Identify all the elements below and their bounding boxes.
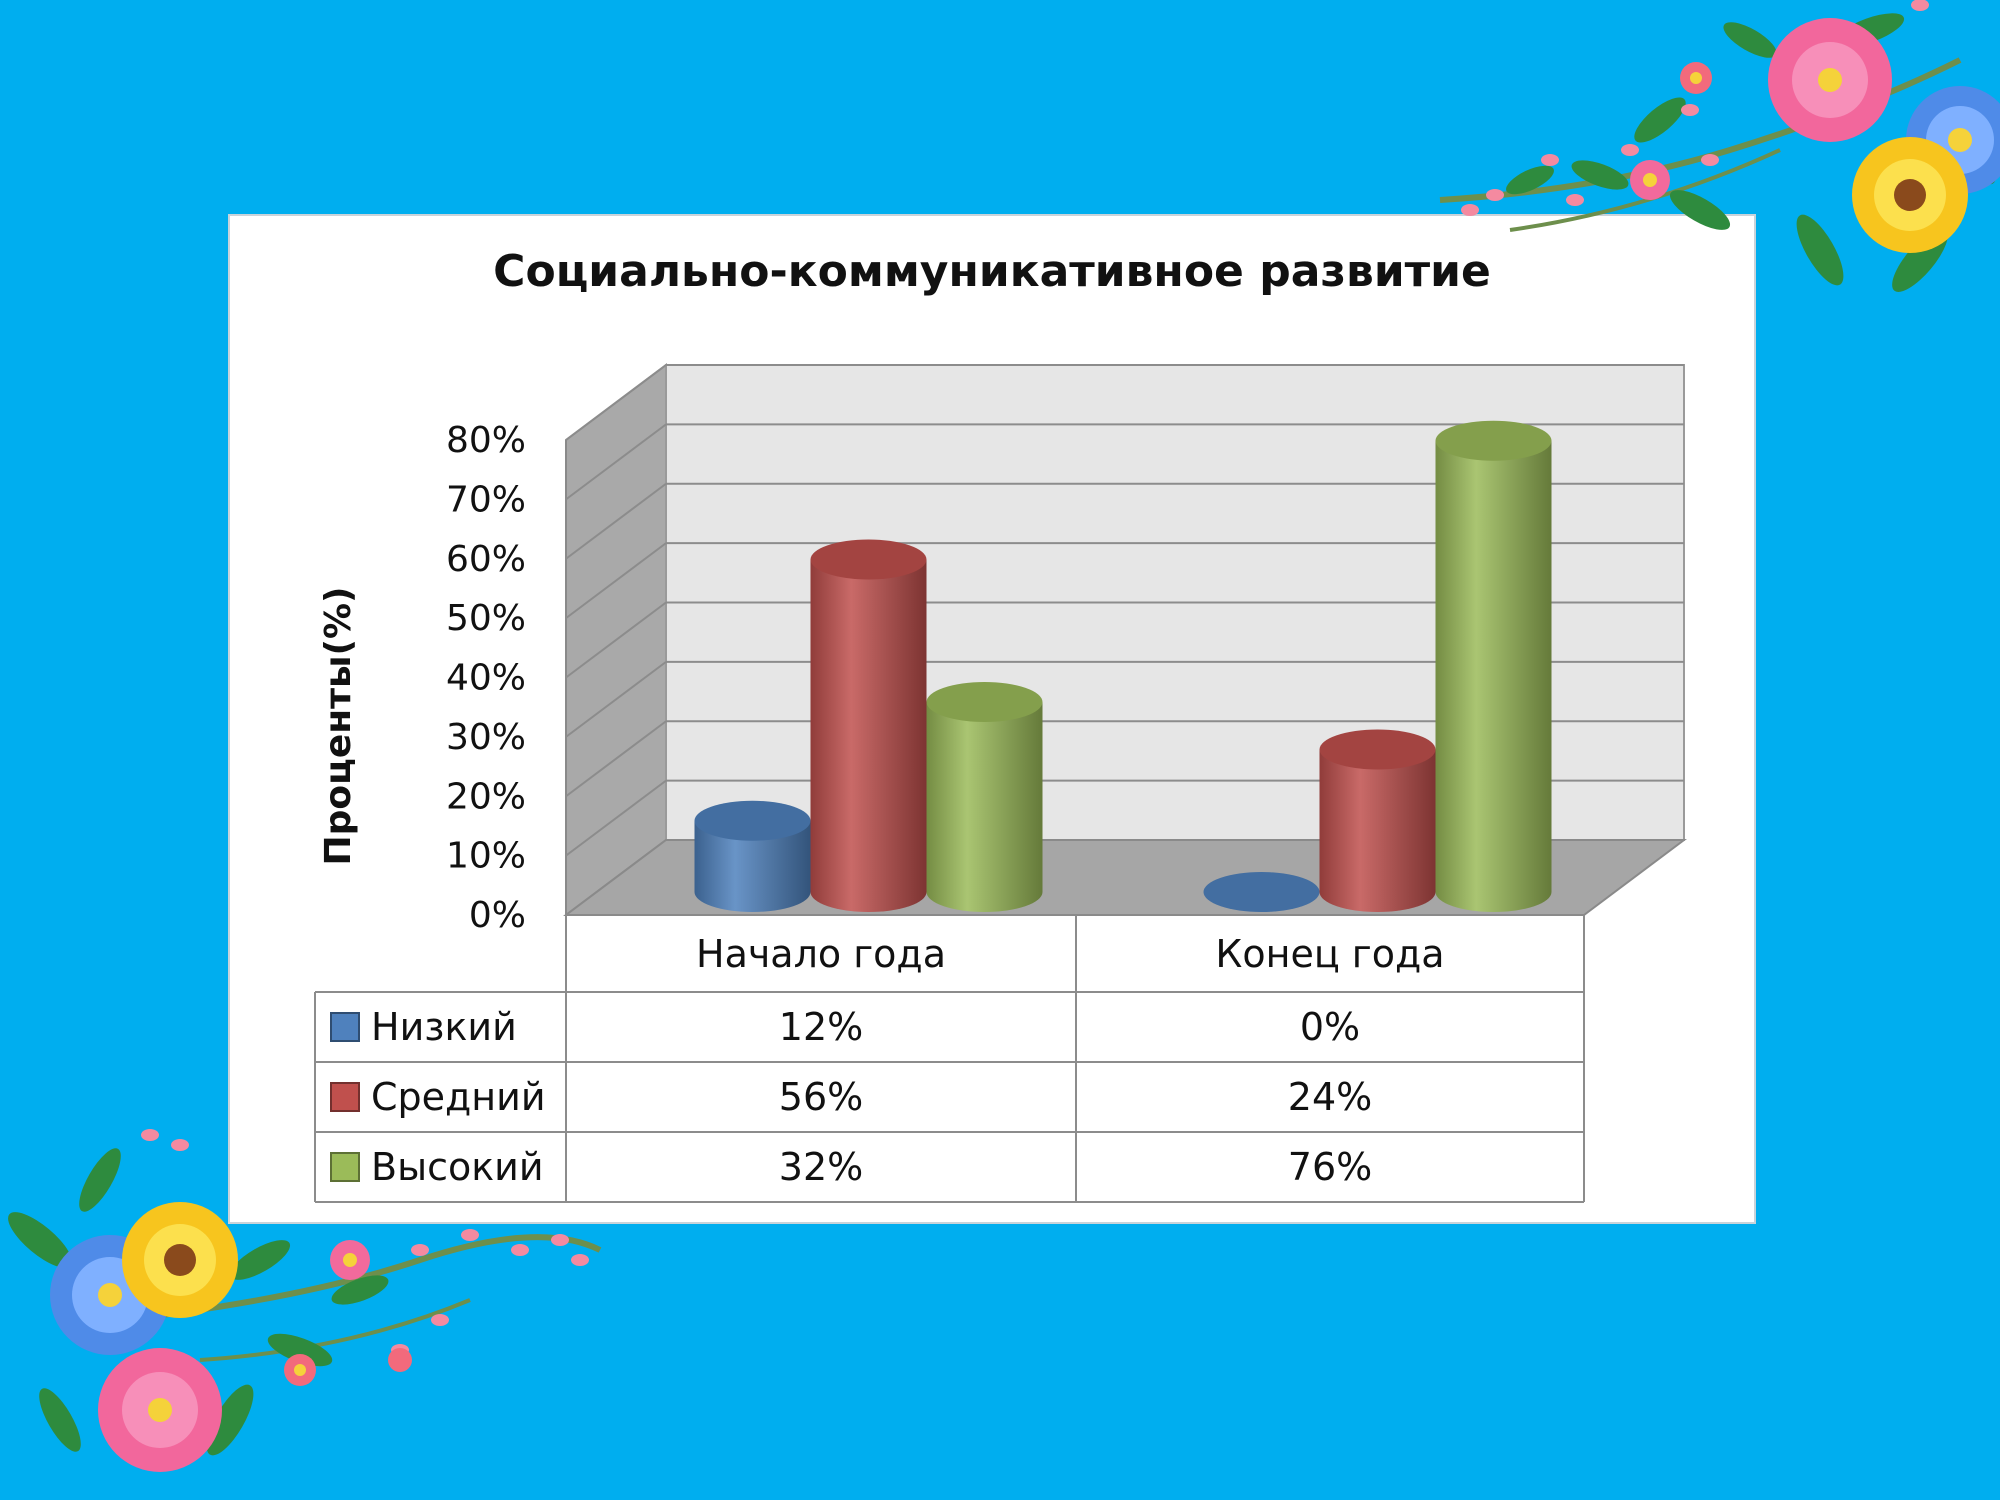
bar-top xyxy=(926,682,1043,722)
gridline-side xyxy=(565,364,667,441)
chart: Социально-коммуникативное развитие Проце… xyxy=(314,246,1687,1203)
legend-label: Низкий xyxy=(371,1005,517,1049)
y-tick-label: 70% xyxy=(446,479,526,520)
gridline-side xyxy=(565,720,667,798)
pink-flower xyxy=(98,1348,222,1472)
legend-swatch xyxy=(330,1152,360,1182)
data-label: 12% xyxy=(779,1005,863,1049)
bar-body xyxy=(926,702,1043,912)
bar-body xyxy=(1435,440,1552,912)
legend-label: Средний xyxy=(371,1075,546,1119)
small-pink-flower xyxy=(1630,62,1712,200)
bar xyxy=(694,800,811,912)
yellow-flower xyxy=(1852,137,1968,253)
gridline-side xyxy=(565,423,667,501)
legend-swatch xyxy=(330,1082,360,1112)
chart-title: Социально-коммуникативное развитие xyxy=(493,246,1491,297)
y-tick-label: 30% xyxy=(446,717,526,758)
gridline-side xyxy=(565,779,667,857)
flower-bouquet-bottom-left xyxy=(8,1129,602,1472)
data-label: 24% xyxy=(1288,1075,1372,1119)
y-tick-label: 80% xyxy=(446,420,526,461)
gridline-side xyxy=(565,482,667,560)
bar xyxy=(810,539,927,912)
small-pink-flower xyxy=(284,1240,412,1386)
bar-body xyxy=(694,820,811,912)
x-tick-label: Начало года xyxy=(696,932,946,976)
legend-swatch xyxy=(330,1012,360,1042)
bar-body xyxy=(810,559,927,912)
y-axis-label: Проценты(%) xyxy=(318,587,359,866)
flower-bouquet-icon xyxy=(8,1129,602,1472)
data-label: 32% xyxy=(779,1145,863,1189)
gridline-side xyxy=(565,661,667,738)
y-tick-label: 0% xyxy=(469,895,526,936)
plot-area: 0% 10% 20% 30% 40% 50% 60% 70% 80% xyxy=(446,363,1687,936)
yellow-flower xyxy=(122,1202,238,1318)
data-table: Начало года Конец года Низкий 12% 0% Средний 5… xyxy=(314,915,1585,1203)
y-tick-label: 60% xyxy=(446,539,526,580)
y-tick-label: 20% xyxy=(446,776,526,817)
bar xyxy=(1435,420,1552,912)
data-label: 0% xyxy=(1300,1005,1360,1049)
bar-top xyxy=(810,539,927,580)
bar-top xyxy=(694,800,811,841)
bar-top xyxy=(1319,729,1436,770)
bar xyxy=(926,682,1043,912)
gridline-side xyxy=(565,601,667,679)
bar xyxy=(1203,872,1320,912)
y-tick-label: 40% xyxy=(446,658,526,699)
gridline-side xyxy=(565,542,667,619)
bar xyxy=(1319,729,1436,912)
pink-flower xyxy=(1768,18,1892,142)
bar-body xyxy=(1319,749,1436,912)
data-label: 76% xyxy=(1288,1145,1372,1189)
y-tick-label: 10% xyxy=(446,836,526,877)
bar-top xyxy=(1435,420,1552,461)
data-label: 56% xyxy=(779,1075,863,1119)
y-tick-label: 50% xyxy=(446,598,526,639)
legend-label: Высокий xyxy=(371,1145,544,1189)
bar-top xyxy=(1203,872,1320,912)
flower-bouquet-top-right xyxy=(1439,0,2000,292)
x-tick-label: Конец года xyxy=(1215,932,1444,976)
flower-bouquet-icon xyxy=(1439,0,2000,292)
